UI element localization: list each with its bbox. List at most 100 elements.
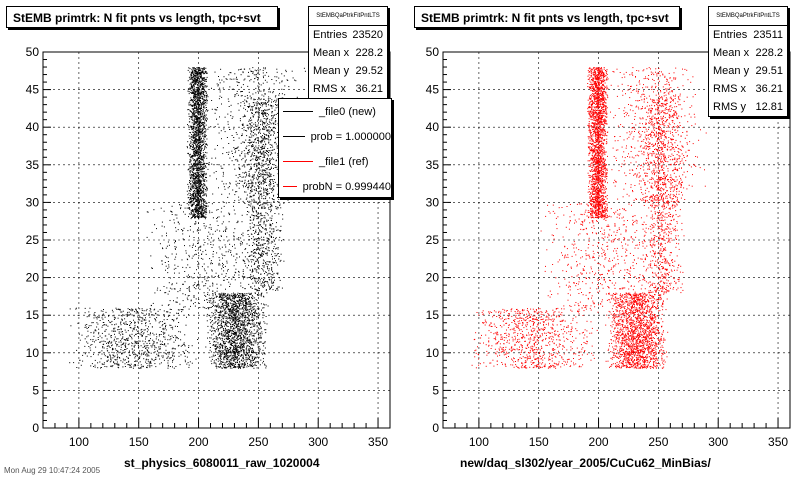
scatter-point: [196, 195, 198, 197]
scatter-point: [195, 183, 197, 185]
scatter-point: [242, 360, 244, 362]
scatter-point: [204, 90, 205, 92]
scatter-point: [261, 102, 263, 104]
scatter-point: [239, 342, 241, 344]
scatter-point: [210, 360, 212, 362]
scatter-point: [200, 204, 202, 205]
scatter-point: [225, 354, 227, 356]
scatter-point: [272, 274, 274, 276]
scatter-point: [201, 146, 202, 148]
scatter-point: [197, 113, 199, 115]
scatter-point: [233, 367, 235, 368]
scatter-point: [257, 175, 259, 177]
scatter-point: [195, 73, 197, 75]
scatter-point: [201, 198, 203, 200]
scatter-point: [194, 152, 196, 153]
scatter-point: [235, 314, 237, 316]
scatter-point: [248, 175, 250, 177]
scatter-point: [191, 92, 193, 94]
scatter-point: [198, 173, 200, 175]
scatter-point: [198, 93, 200, 95]
scatter-point: [220, 358, 221, 360]
scatter-point: [201, 82, 203, 84]
scatter-point: [199, 149, 200, 151]
scatter-point: [197, 166, 199, 168]
scatter-point: [200, 205, 202, 207]
scatter-point: [199, 73, 201, 75]
scatter-point: [245, 355, 247, 356]
scatter-point: [238, 364, 240, 366]
scatter-point: [227, 338, 229, 340]
scatter-point: [194, 110, 196, 112]
scatter-point: [253, 198, 255, 200]
scatter-point: [252, 324, 254, 326]
scatter-point: [199, 191, 201, 193]
scatter-point: [187, 69, 189, 71]
scatter-point: [259, 337, 261, 339]
scatter-point: [237, 353, 239, 355]
scatter-point: [245, 307, 247, 309]
scatter-point: [224, 308, 226, 310]
scatter-point: [203, 116, 205, 118]
scatter-point: [259, 279, 261, 281]
scatter-point: [270, 127, 272, 129]
scatter-point: [247, 124, 249, 126]
scatter-point: [230, 299, 232, 301]
scatter-point: [275, 207, 277, 209]
scatter-point: [266, 323, 268, 325]
scatter-point: [274, 109, 276, 111]
scatter-point: [260, 136, 262, 138]
scatter-point: [236, 347, 238, 349]
scatter-point: [198, 144, 200, 146]
scatter-point: [260, 226, 262, 228]
scatter-point: [234, 321, 236, 323]
scatter-point: [252, 351, 254, 353]
scatter-point: [197, 142, 199, 144]
scatter-point: [190, 88, 191, 90]
scatter-point: [232, 360, 234, 362]
scatter-point: [254, 150, 256, 152]
scatter-point: [264, 285, 266, 287]
scatter-point: [256, 105, 258, 107]
scatter-point: [230, 340, 232, 342]
scatter-point: [231, 321, 233, 323]
scatter-point: [191, 200, 193, 202]
scatter-point: [234, 356, 236, 357]
scatter-point: [201, 92, 203, 94]
scatter-point: [242, 308, 244, 310]
scatter-point: [223, 292, 225, 294]
scatter-point: [198, 161, 200, 163]
scatter-point: [190, 146, 191, 147]
scatter-point: [203, 77, 205, 79]
scatter-point: [224, 330, 226, 332]
scatter-point: [244, 316, 246, 318]
scatter-point: [249, 196, 251, 198]
scatter-point: [255, 188, 257, 189]
scatter-point: [192, 101, 194, 103]
scatter-point: [236, 331, 238, 333]
scatter-point: [189, 198, 191, 200]
scatter-point: [199, 163, 201, 165]
scatter-point: [232, 308, 234, 310]
scatter-point: [245, 332, 247, 334]
scatter-point: [273, 194, 275, 196]
scatter-point: [200, 181, 202, 183]
scatter-point: [202, 141, 204, 143]
scatter-point: [199, 104, 201, 106]
scatter-point: [238, 317, 240, 319]
scatter-point: [220, 311, 222, 313]
scatter-point: [203, 187, 205, 189]
scatter-point: [266, 261, 268, 263]
scatter-point: [190, 103, 192, 105]
scatter-point: [231, 300, 233, 302]
scatter-point: [194, 118, 196, 120]
scatter-point: [234, 306, 235, 308]
scatter-point: [228, 356, 230, 358]
scatter-point: [203, 199, 205, 201]
scatter-point: [234, 339, 236, 341]
scatter-point: [194, 98, 196, 100]
scatter-point: [195, 83, 197, 85]
scatter-point: [236, 345, 238, 347]
scatter-point: [235, 347, 237, 349]
scatter-point: [236, 317, 238, 318]
